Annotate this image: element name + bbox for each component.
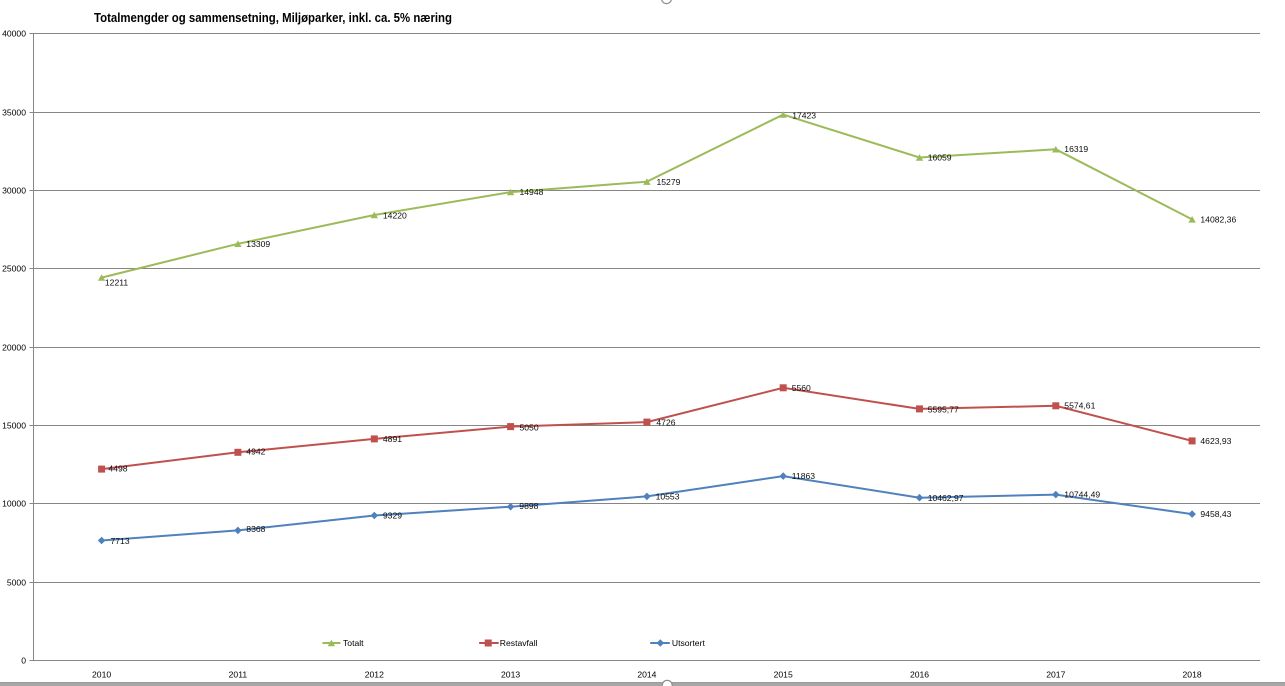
- svg-text:11863: 11863: [792, 471, 815, 481]
- svg-text:5000: 5000: [7, 578, 26, 588]
- svg-text:14220: 14220: [383, 210, 407, 220]
- svg-text:12211: 12211: [105, 277, 128, 287]
- svg-text:4623,93: 4623,93: [1200, 436, 1231, 446]
- svg-text:17423: 17423: [792, 110, 816, 120]
- svg-text:10744,49: 10744,49: [1064, 489, 1100, 499]
- svg-text:4942: 4942: [246, 447, 265, 457]
- svg-text:2014: 2014: [637, 670, 656, 680]
- svg-text:2012: 2012: [365, 670, 384, 680]
- svg-text:9898: 9898: [519, 501, 538, 511]
- svg-text:7713: 7713: [111, 536, 130, 546]
- svg-text:2015: 2015: [774, 670, 793, 680]
- svg-text:14948: 14948: [520, 187, 544, 197]
- svg-text:40000: 40000: [2, 29, 26, 39]
- svg-text:2018: 2018: [1183, 670, 1202, 680]
- svg-text:4498: 4498: [108, 464, 127, 474]
- svg-text:15000: 15000: [2, 421, 26, 431]
- svg-text:2013: 2013: [501, 670, 520, 680]
- svg-text:20000: 20000: [2, 343, 26, 353]
- svg-text:16319: 16319: [1064, 144, 1088, 154]
- svg-text:10553: 10553: [656, 492, 680, 502]
- svg-text:9329: 9329: [383, 511, 402, 521]
- svg-text:5574,61: 5574,61: [1064, 401, 1095, 411]
- svg-text:4891: 4891: [383, 434, 402, 444]
- svg-text:5560: 5560: [792, 383, 811, 393]
- svg-text:30000: 30000: [2, 186, 26, 196]
- svg-text:10462,97: 10462,97: [928, 493, 964, 503]
- svg-text:2011: 2011: [229, 670, 248, 680]
- svg-text:16059: 16059: [928, 153, 952, 163]
- svg-text:13309: 13309: [246, 239, 270, 249]
- svg-text:8368: 8368: [246, 524, 265, 534]
- svg-text:9458,43: 9458,43: [1200, 509, 1231, 519]
- svg-text:5595,77: 5595,77: [928, 405, 959, 415]
- svg-text:15279: 15279: [657, 177, 681, 187]
- svg-text:Totalmengder og sammensetning,: Totalmengder og sammensetning, Miljøpark…: [94, 11, 452, 25]
- svg-text:14082,36: 14082,36: [1200, 215, 1236, 225]
- svg-text:0: 0: [21, 656, 26, 666]
- svg-text:2016: 2016: [910, 670, 929, 680]
- svg-text:5050: 5050: [520, 422, 539, 432]
- svg-text:10000: 10000: [2, 499, 26, 509]
- svg-text:Utsortert: Utsortert: [672, 638, 706, 648]
- svg-text:4726: 4726: [656, 417, 675, 427]
- svg-text:Restavfall: Restavfall: [500, 638, 538, 648]
- svg-text:2010: 2010: [92, 670, 111, 680]
- svg-text:25000: 25000: [2, 264, 26, 274]
- svg-text:2017: 2017: [1046, 670, 1065, 680]
- svg-text:35000: 35000: [2, 108, 26, 118]
- svg-text:Totalt: Totalt: [343, 638, 364, 648]
